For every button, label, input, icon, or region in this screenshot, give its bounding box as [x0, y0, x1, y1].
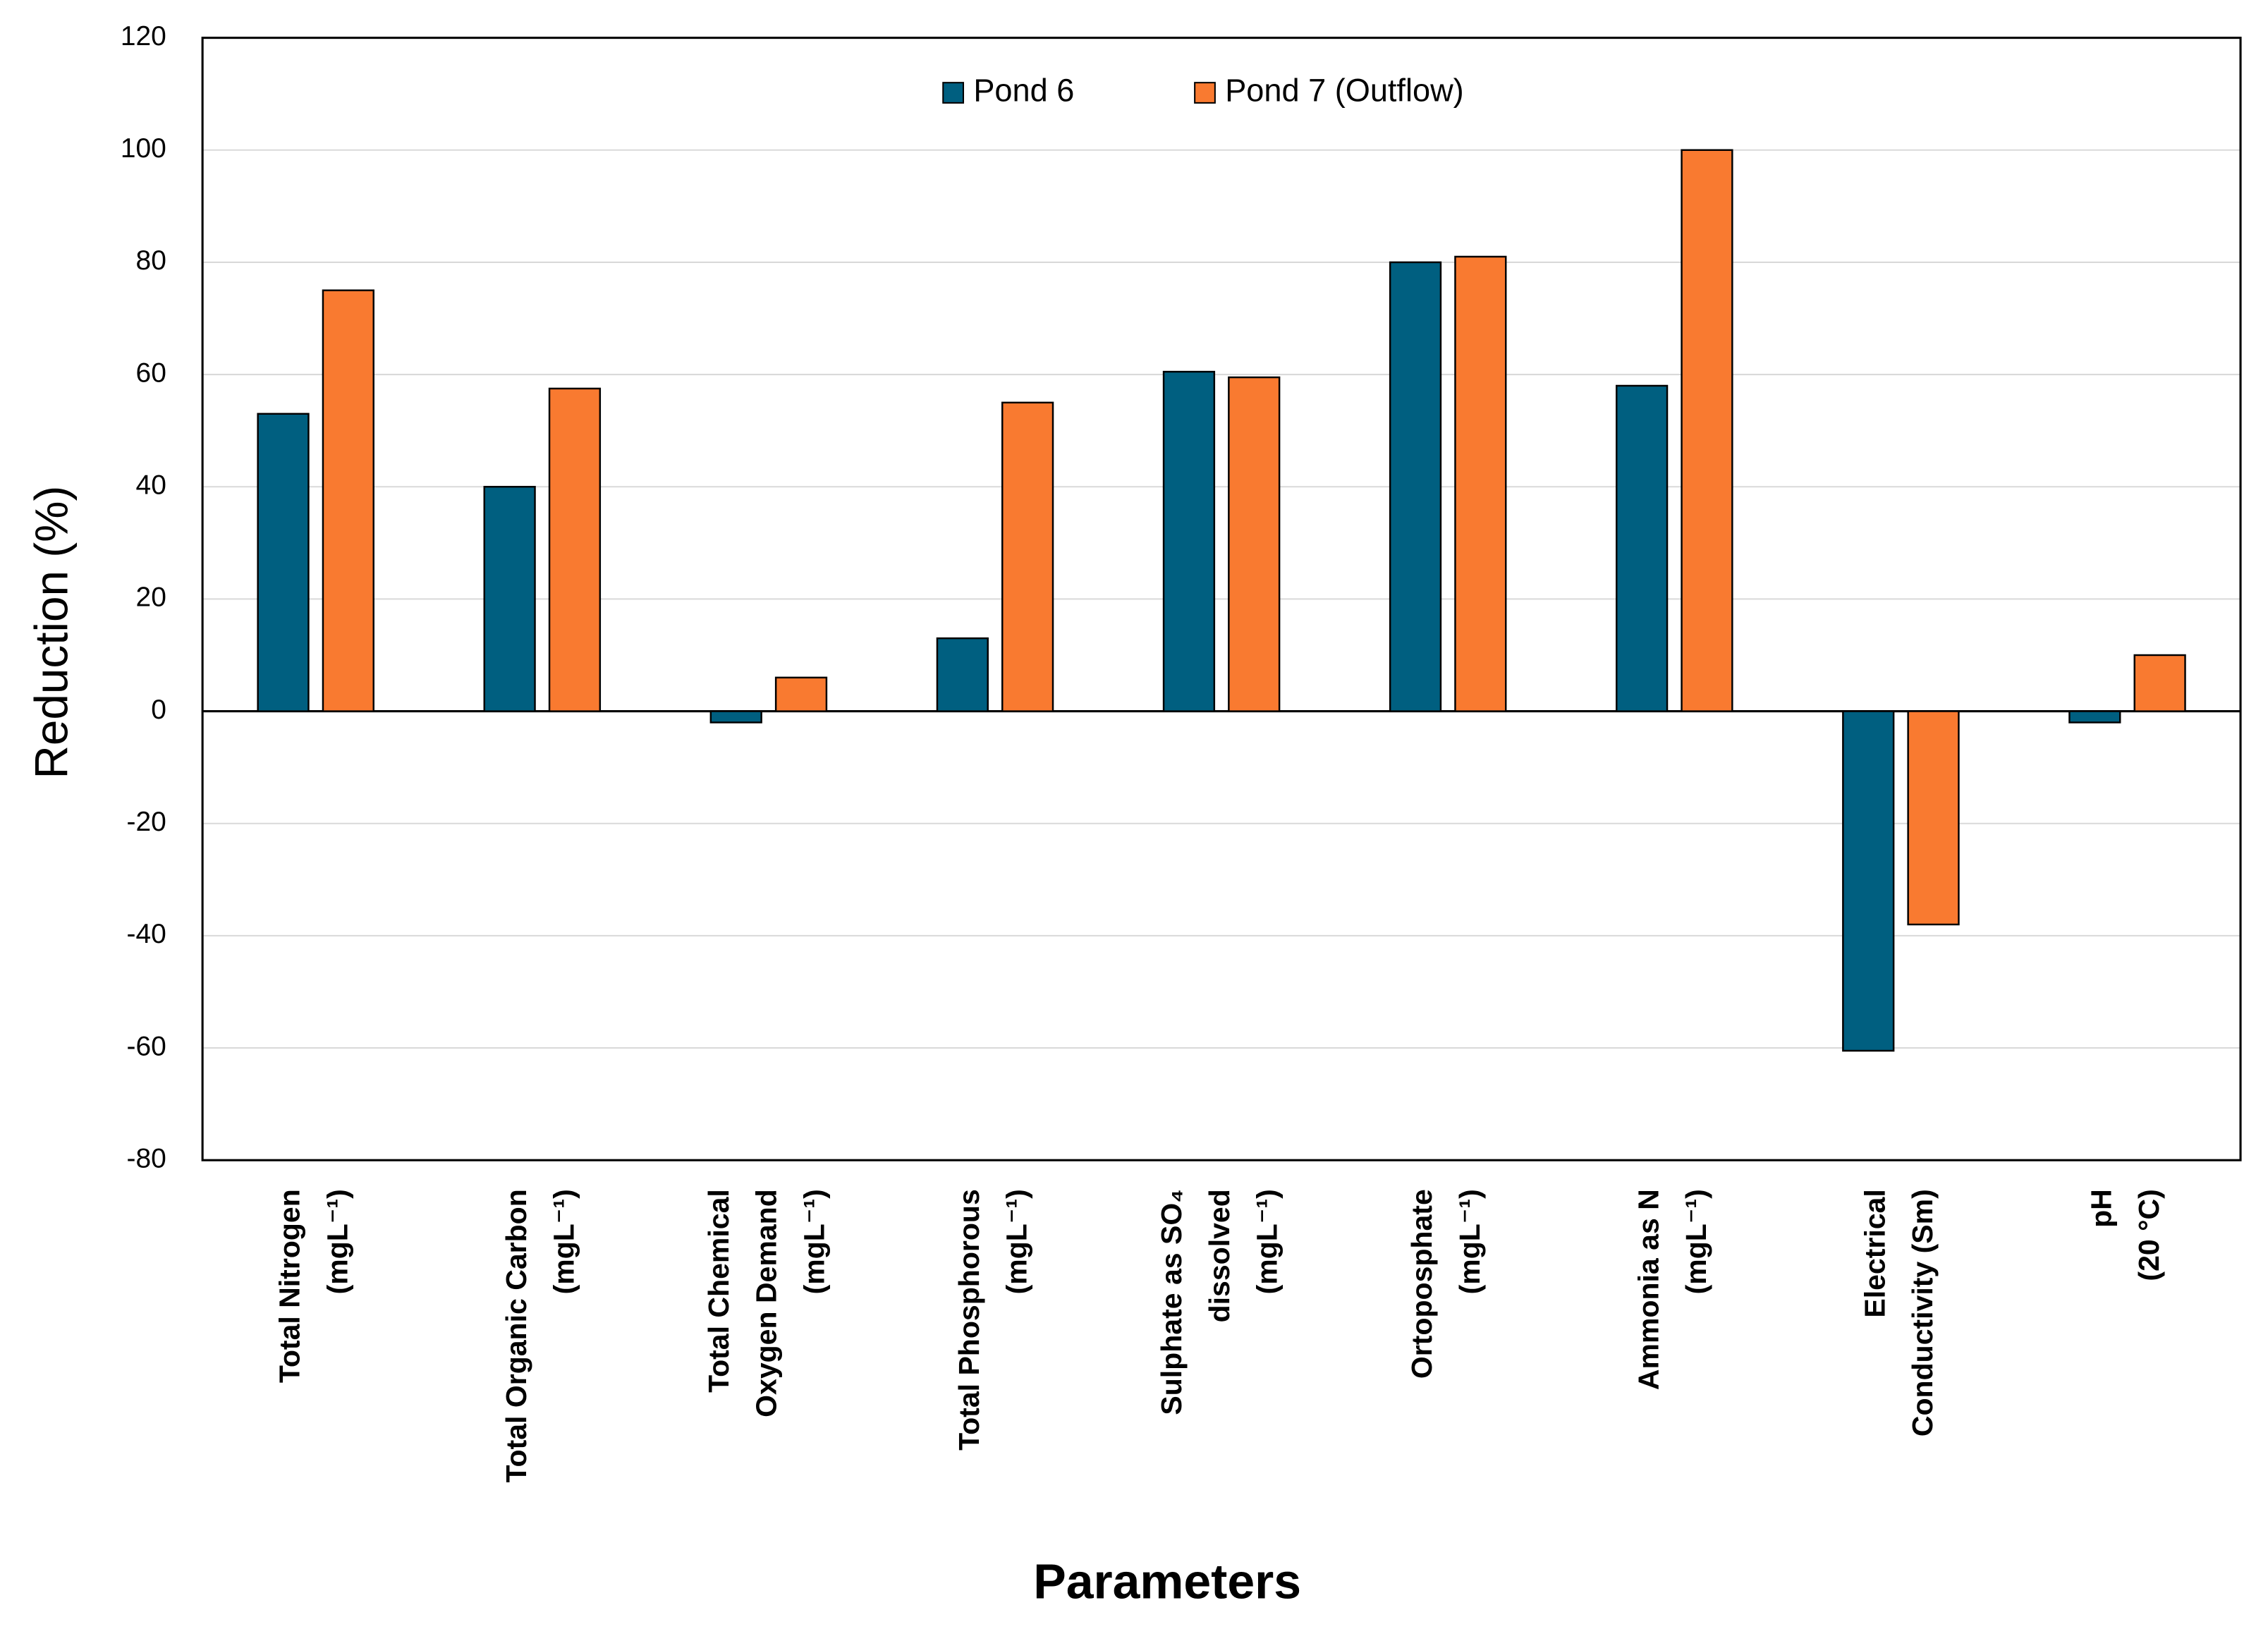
bar: [2068, 710, 2121, 724]
x-tick-label: Ortoposphate: [1406, 1189, 1438, 1379]
x-tick-label: Oxygen Demand: [750, 1189, 783, 1417]
x-tick-label: (20 °C): [2133, 1189, 2165, 1281]
x-tick-label: (mgL⁻¹): [547, 1189, 580, 1294]
y-tick-label: 80: [136, 245, 166, 276]
bar: [936, 637, 989, 712]
y-tick-label: 120: [121, 21, 166, 51]
plot-border: [201, 37, 2242, 1161]
x-tick-label: (mgL⁻¹): [798, 1189, 830, 1294]
x-tick-label: Electrical: [1858, 1189, 1891, 1317]
legend-swatch: [1194, 82, 1216, 104]
x-tick-label: Ammonia as N: [1632, 1189, 1664, 1390]
y-tick-label: 100: [121, 133, 166, 164]
bar: [1454, 255, 1507, 712]
y-tick-label: -40: [127, 919, 166, 949]
y-tick-label: 40: [136, 470, 166, 501]
x-tick-label: (mgL⁻¹): [1680, 1189, 1712, 1294]
bar: [709, 710, 762, 724]
bar: [483, 486, 536, 712]
x-tick-label: (mgL⁻¹): [321, 1189, 353, 1294]
x-tick-label: Total Nitrogen: [274, 1189, 306, 1383]
bar: [1389, 261, 1442, 712]
bar: [1681, 149, 1733, 712]
y-axis-label: Reduction (%): [25, 486, 77, 779]
x-tick-label: Total Phosphorous: [953, 1189, 985, 1451]
bar: [548, 387, 602, 712]
bar: [1228, 376, 1281, 712]
bar: [774, 676, 828, 712]
y-tick-label: -80: [127, 1143, 166, 1173]
bar: [1842, 710, 1895, 1052]
bar: [322, 289, 374, 712]
x-tick-label: (mgL⁻¹): [1001, 1189, 1033, 1294]
y-tick-label: -20: [127, 807, 166, 837]
bar: [1162, 370, 1216, 712]
x-tick-label: dissolved: [1203, 1189, 1236, 1322]
legend-label: Pond 6: [973, 72, 1074, 108]
x-tick-label: Sulphate as SO₄: [1155, 1189, 1188, 1415]
bar: [257, 413, 310, 712]
y-tick-label: 60: [136, 358, 166, 388]
bar: [1907, 710, 1960, 926]
x-tick-label: (mgL⁻¹): [1251, 1189, 1284, 1294]
bar: [2133, 654, 2186, 712]
y-tick-label: 0: [151, 695, 166, 725]
y-tick-label: -60: [127, 1031, 166, 1061]
legend-swatch: [942, 82, 965, 104]
x-tick-label: Total Chemical: [702, 1189, 735, 1393]
bar: [1616, 384, 1669, 712]
x-tick-label: Total Organic Carbon: [500, 1189, 532, 1482]
y-tick-label: 20: [136, 582, 166, 613]
x-tick-label: (mgL⁻¹): [1453, 1189, 1486, 1294]
x-tick-label: Conductivity (Sm): [1906, 1189, 1939, 1436]
x-tick-label: pH: [2085, 1189, 2117, 1228]
x-axis-label: Parameters: [1033, 1554, 1301, 1609]
legend-label: Pond 7 (Outflow): [1225, 72, 1463, 108]
bar: [1001, 401, 1054, 712]
